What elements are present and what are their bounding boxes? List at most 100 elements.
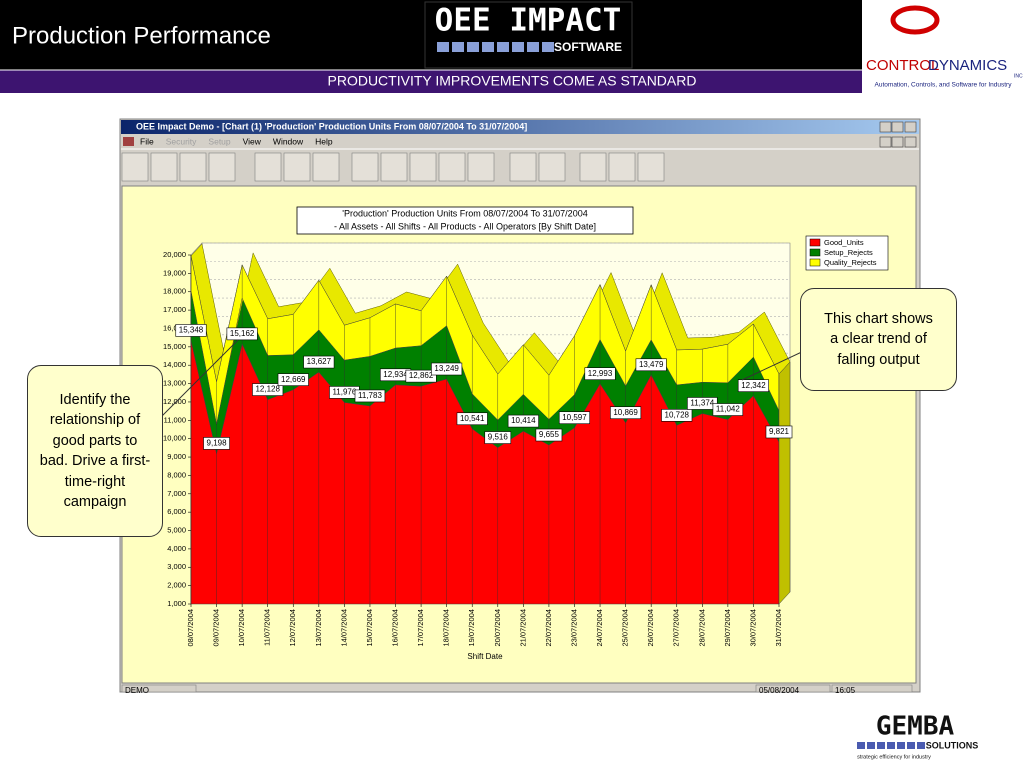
toolbar-button[interactable] xyxy=(283,152,311,182)
window-controls[interactable] xyxy=(879,121,917,148)
menu-item[interactable]: File xyxy=(140,136,154,146)
toolbar-button[interactable] xyxy=(150,152,178,182)
x-tick-label: 26/07/2004 xyxy=(646,609,655,647)
menu-bar: File Security Setup View Window Help xyxy=(123,136,333,146)
gemba-name: GEMBA xyxy=(876,712,955,742)
value-label-box xyxy=(661,409,693,422)
menu-item[interactable]: Window xyxy=(273,136,304,146)
cd-logo-swoosh xyxy=(890,5,940,35)
y-tick-label: 2,000 xyxy=(167,581,186,590)
value-label: 12,128 xyxy=(255,385,280,394)
toolbar xyxy=(121,148,919,182)
toolbar-button[interactable] xyxy=(579,152,607,182)
toolbar-button[interactable] xyxy=(380,152,408,182)
y-tick-label: 9,000 xyxy=(167,452,186,461)
toolbar-button[interactable] xyxy=(254,152,282,182)
chart-title: 'Production' Production Units From 08/07… xyxy=(342,208,587,218)
menu-item[interactable]: Setup xyxy=(208,136,230,146)
callout-pointer xyxy=(157,339,239,421)
value-label: 10,541 xyxy=(460,414,485,423)
toolbar-button[interactable] xyxy=(608,152,636,182)
toolbar-button[interactable] xyxy=(312,152,340,182)
status-bar: DEMO 05/08/2004 16:05 xyxy=(121,684,913,695)
legend-label: Quality_Rejects xyxy=(824,258,877,267)
y-tick-label: 5,000 xyxy=(167,526,186,535)
x-tick-label: 17/07/2004 xyxy=(416,609,425,647)
y-tick-label: 4,000 xyxy=(167,544,186,553)
toolbar-button[interactable] xyxy=(438,152,466,182)
menu-item[interactable]: Security xyxy=(166,136,197,146)
menu-item[interactable]: View xyxy=(243,136,262,146)
value-label-box xyxy=(226,327,258,341)
x-tick-label: 19/07/2004 xyxy=(467,609,476,647)
x-tick-label: 24/07/2004 xyxy=(595,609,604,647)
legend-swatch xyxy=(809,248,821,257)
value-label: 11,374 xyxy=(690,399,714,408)
banner xyxy=(0,70,862,93)
x-tick-label: 30/07/2004 xyxy=(748,609,757,647)
window-title: OEE Impact Demo - [Chart (1) 'Production… xyxy=(136,121,527,131)
legend-swatch xyxy=(809,258,821,267)
y-tick-label: 15,000 xyxy=(163,342,186,351)
cd-logo-suffix: INC xyxy=(1014,73,1023,79)
y-tick-label: 3,000 xyxy=(167,562,186,571)
menu-item[interactable]: Help xyxy=(315,136,333,146)
toolbar-button[interactable] xyxy=(121,152,149,182)
x-tick-label: 11/07/2004 xyxy=(263,609,272,646)
cd-logo-name2: DYNAMICS xyxy=(928,57,1007,74)
y-tick-label: 8,000 xyxy=(167,470,186,479)
callout-right: This chart shows a clear trend of fallin… xyxy=(800,288,957,391)
x-tick-label: 14/07/2004 xyxy=(339,609,348,647)
x-tick-label: 10/07/2004 xyxy=(237,609,246,647)
y-tick-label: 10,000 xyxy=(163,434,186,443)
cd-logo-tag: Automation, Controls, and Software for I… xyxy=(875,82,1013,89)
cd-logo-name1: CONTROL xyxy=(866,57,939,74)
value-label: 10,728 xyxy=(665,410,690,419)
x-tick-label: 15/07/2004 xyxy=(365,609,374,647)
toolbar-button[interactable] xyxy=(467,152,495,182)
status-pane xyxy=(121,684,197,693)
value-label-box xyxy=(635,358,667,372)
status-text: DEMO xyxy=(125,686,149,695)
toolbar-button[interactable] xyxy=(509,152,537,182)
value-label: 10,597 xyxy=(562,413,587,422)
value-label: 9,198 xyxy=(207,439,228,448)
legend-label: Good_Units xyxy=(824,238,864,247)
value-label-box xyxy=(535,428,563,442)
y-tick-label: 1,000 xyxy=(167,599,186,608)
toolbar-button[interactable] xyxy=(179,152,207,182)
x-tick-label: 18/07/2004 xyxy=(442,609,451,647)
x-tick-label: 09/07/2004 xyxy=(212,609,221,647)
value-label: 9,821 xyxy=(769,427,790,436)
x-tick-label: 23/07/2004 xyxy=(569,609,578,647)
x-tick-label: 28/07/2004 xyxy=(697,609,706,647)
y-tick-label: 11,000 xyxy=(164,415,186,424)
toolbar-button[interactable] xyxy=(351,152,379,182)
x-tick-label: 21/07/2004 xyxy=(518,609,527,647)
value-label-box xyxy=(354,389,386,403)
value-label: 12,993 xyxy=(588,369,613,378)
oee-logo xyxy=(424,1,633,69)
value-label-box xyxy=(456,412,488,426)
value-label: 12,862 xyxy=(409,371,434,380)
toolbar-button[interactable] xyxy=(409,152,437,182)
x-tick-label: 08/07/2004 xyxy=(186,609,195,647)
value-label: 9,655 xyxy=(539,430,560,439)
toolbar-button[interactable] xyxy=(637,152,665,182)
toolbar-button[interactable] xyxy=(208,152,236,182)
toolbar-button[interactable] xyxy=(538,152,566,182)
y-tick-label: 7,000 xyxy=(167,489,186,498)
value-label-box xyxy=(203,437,230,450)
status-text: 16:05 xyxy=(835,686,856,695)
x-tick-label: 22/07/2004 xyxy=(544,609,553,647)
chart: 1,000 2,000 3,000 4,000 5,000 6,000 7,000 8,000… xyxy=(163,206,889,661)
value-label-box xyxy=(252,383,284,396)
x-tick-label: 16/07/2004 xyxy=(391,609,400,647)
value-label: 11,976 xyxy=(332,387,356,396)
x-tick-label: 27/07/2004 xyxy=(672,609,681,647)
value-label-box xyxy=(175,324,207,337)
value-label-box xyxy=(507,414,539,428)
status-text: 05/08/2004 xyxy=(759,686,800,695)
